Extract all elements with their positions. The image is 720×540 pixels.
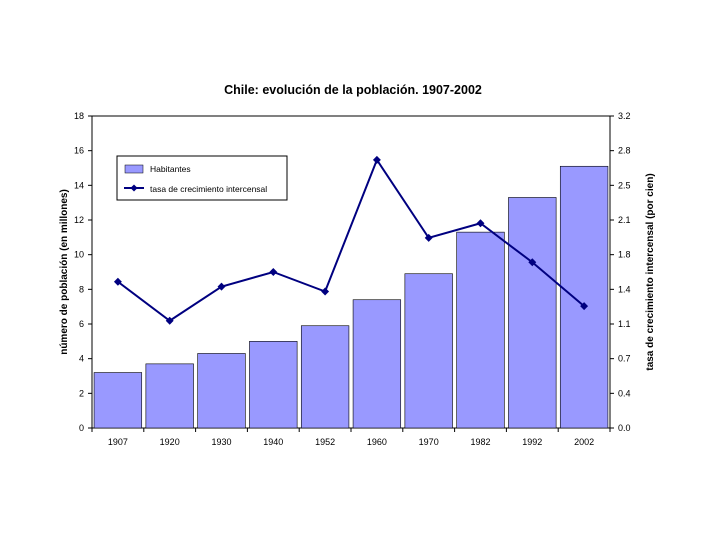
y-right-tick-label: 1.1 — [618, 319, 631, 329]
bar-1952 — [300, 325, 350, 429]
legend-swatch-bar — [124, 164, 144, 174]
y-left-tick-label: 8 — [79, 284, 84, 294]
y-left-tick-label: 6 — [79, 319, 84, 329]
bar-1920 — [145, 363, 194, 429]
x-tick-label: 2002 — [574, 437, 594, 447]
axes-layer: 0 2 4 6 8 10 12 14 16 18 0.0 0.4 0.7 1.1 1.4 1.8 2.1 2.5 2… — [74, 111, 631, 447]
x-tick-label: 1920 — [160, 437, 180, 447]
legend-label-bar: Habitantes — [150, 164, 191, 174]
y-right-tick-label: 2.1 — [618, 215, 631, 225]
bar-1907 — [93, 372, 143, 429]
y-left-tick-label: 0 — [79, 423, 84, 433]
legend-box — [116, 155, 288, 201]
y-left-tick-label: 12 — [74, 215, 84, 225]
y-left-tick-label: 4 — [79, 354, 84, 364]
legend: Habitantes tasa de crecimiento intercens… — [116, 155, 288, 201]
bar-1930 — [197, 353, 246, 429]
y-right-tick-label: 1.8 — [618, 250, 631, 260]
growth-rate-point-1970 — [424, 233, 433, 242]
bar-1970 — [404, 273, 453, 429]
line-layer — [113, 155, 589, 325]
x-tick-label: 1952 — [315, 437, 335, 447]
y-right-tick-label: 2.8 — [618, 146, 631, 156]
growth-rate-point-1982 — [476, 219, 485, 228]
bar-1992 — [508, 197, 557, 429]
growth-rate-point-1960 — [372, 155, 381, 164]
y-right-tick-label: 0.0 — [618, 423, 631, 433]
legend-label-line: tasa de crecimiento intercensal — [150, 184, 267, 194]
bar-1940 — [249, 341, 298, 429]
bar-1960 — [352, 299, 402, 429]
bar-2002 — [559, 165, 609, 429]
y-left-tick-label: 16 — [74, 146, 84, 156]
y-right-tick-label: 3.2 — [618, 111, 631, 121]
y-left-tick-label: 2 — [79, 388, 84, 398]
legend-swatch-marker — [130, 184, 138, 192]
x-tick-label: 1970 — [419, 437, 439, 447]
x-tick-label: 1940 — [263, 437, 283, 447]
y-right-tick-label: 0.7 — [618, 354, 631, 364]
y-axis-left-title: número de población (en millones) — [59, 189, 70, 355]
x-tick-label: 1907 — [108, 437, 128, 447]
growth-rate-point-1940 — [269, 268, 278, 276]
growth-rate-point-1952 — [321, 287, 330, 296]
x-tick-label: 1960 — [367, 437, 387, 447]
y-right-tick-label: 2.5 — [618, 180, 631, 190]
y-right-tick-label: 0.4 — [618, 388, 631, 398]
chart-title: Chile: evolución de la población. 1907-2… — [224, 83, 482, 97]
bars-layer — [93, 165, 609, 429]
y-left-tick-label: 10 — [74, 250, 84, 260]
x-tick-label: 1930 — [211, 437, 231, 447]
growth-rate-point-1920 — [165, 316, 174, 325]
y-left-tick-label: 18 — [74, 111, 84, 121]
x-tick-label: 1982 — [470, 437, 490, 447]
growth-rate-line — [117, 157, 585, 322]
y-left-tick-label: 14 — [74, 180, 84, 190]
growth-rate-point-1930 — [217, 282, 226, 291]
y-axis-right-title: tasa de crecimiento intercensal (por cie… — [645, 173, 656, 370]
bar-1982 — [456, 231, 505, 429]
x-tick-label: 1992 — [522, 437, 542, 447]
y-right-tick-label: 1.4 — [618, 284, 631, 294]
